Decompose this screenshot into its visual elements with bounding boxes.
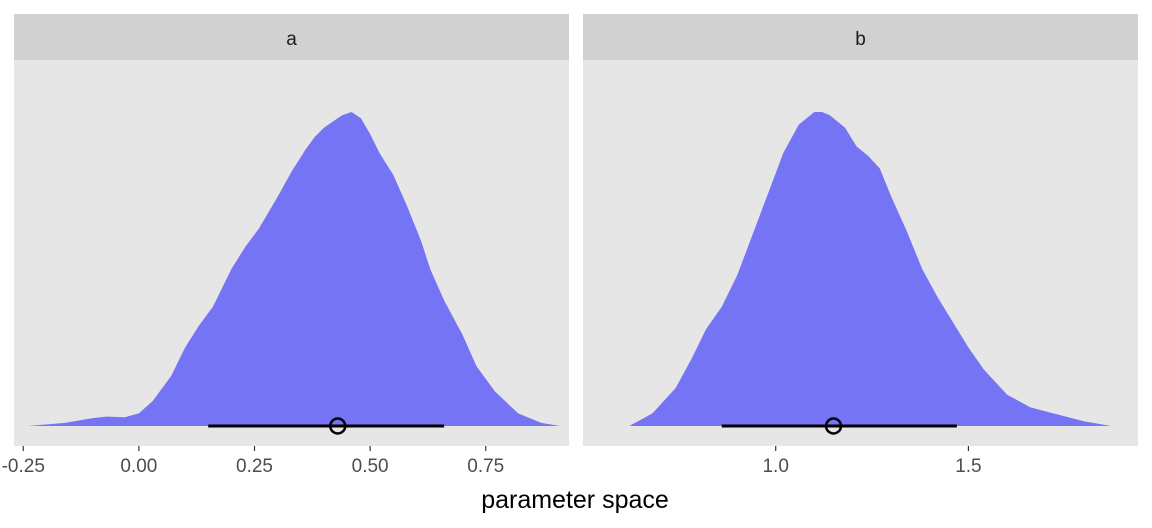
density-area	[629, 112, 1111, 426]
x-tick-label: 0.75	[467, 456, 504, 477]
x-tick-label: 1.0	[762, 456, 788, 477]
point-estimate	[824, 417, 843, 435]
x-tick-label: -0.25	[2, 456, 45, 477]
x-tick-label: 0.00	[120, 456, 157, 477]
facet-strip-label: b	[855, 29, 866, 50]
x-tick-label: 0.25	[236, 456, 273, 477]
x-axis-title: parameter space	[481, 486, 669, 514]
facet-strip	[14, 14, 569, 60]
x-tick-label: 1.5	[955, 456, 981, 477]
x-tick-label: 0.50	[352, 456, 389, 477]
point-estimate	[329, 417, 347, 435]
facet-panel-b: b 1.0 1.5	[583, 14, 1138, 477]
facet-strip-label: a	[286, 29, 297, 50]
density-area	[27, 112, 560, 426]
facet-strip	[583, 14, 1138, 60]
facet-panel-a: a -0.25 0.00 0.25 0.50 0.75	[2, 14, 569, 477]
